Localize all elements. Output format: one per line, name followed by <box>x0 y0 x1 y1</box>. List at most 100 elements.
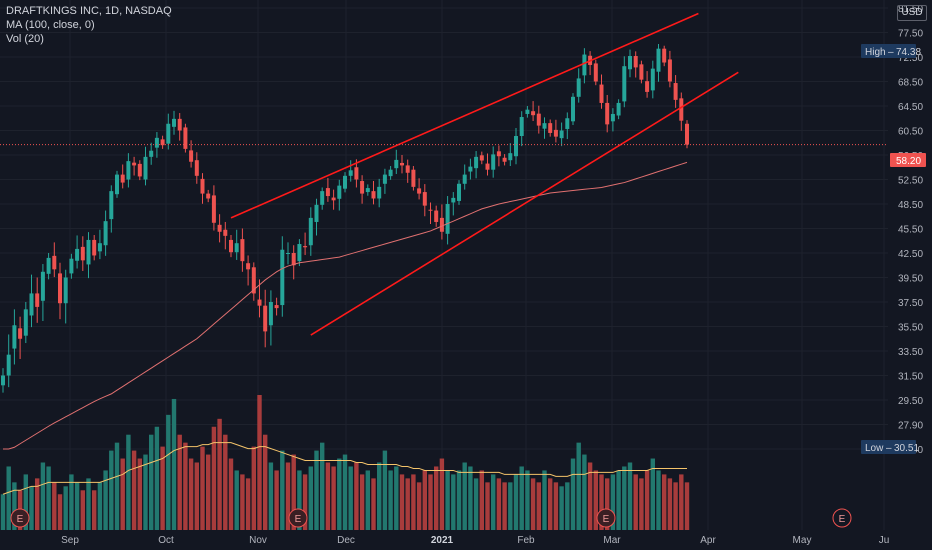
candle-body <box>240 239 245 262</box>
volume-bar <box>354 462 359 530</box>
candle-body <box>394 159 399 169</box>
earnings-marker[interactable]: E <box>832 508 852 528</box>
volume-bar <box>337 458 342 530</box>
volume-bar <box>69 474 74 530</box>
volume-bar <box>143 454 148 530</box>
candle-body <box>1 375 5 386</box>
volume-bar <box>240 474 245 530</box>
candle-body <box>268 302 273 326</box>
candle-body <box>457 183 461 201</box>
candle-body <box>280 249 285 306</box>
volume-bar <box>473 478 479 530</box>
volume-bar <box>35 478 40 530</box>
volume-bar <box>416 482 422 530</box>
candle-body <box>18 328 23 339</box>
candle-body <box>251 267 256 294</box>
candle-body <box>217 224 222 232</box>
volume-bar <box>394 466 399 530</box>
y-tick-label: 77.50 <box>898 29 923 40</box>
candle-body <box>582 54 587 76</box>
candle-body <box>400 162 404 166</box>
volume-bar <box>662 474 667 530</box>
ma-path <box>3 161 688 450</box>
volume-bar <box>587 462 593 530</box>
candle-body <box>371 191 376 199</box>
y-tick-label: 37.50 <box>898 298 923 309</box>
candle-body <box>514 136 518 157</box>
candle-body <box>491 154 496 170</box>
volume-bar <box>439 458 445 530</box>
earnings-marker[interactable]: E <box>10 508 30 528</box>
candle-body <box>143 156 148 180</box>
candle-body <box>496 151 501 157</box>
volume-bar <box>217 418 222 530</box>
volume-bar <box>445 470 450 530</box>
candle-body <box>172 118 176 127</box>
candle-body <box>274 305 279 309</box>
volume-bar <box>114 442 120 530</box>
candle-body <box>137 163 142 177</box>
candle-body <box>80 246 85 261</box>
volume-bar <box>325 462 331 530</box>
candle-body <box>485 163 490 170</box>
volume-bar <box>519 466 524 530</box>
y-tick-label: 39.50 <box>898 274 923 285</box>
candle-body <box>502 157 507 162</box>
volume-bar <box>263 434 268 530</box>
trend-channel <box>0 12 888 336</box>
last-price-badge: 58.20 <box>890 153 926 167</box>
candle-body <box>388 169 393 177</box>
volume-indicator-label[interactable]: Vol (20) <box>6 33 44 45</box>
volume-bar <box>627 462 633 530</box>
volume-bar <box>456 470 462 530</box>
volume-bar <box>565 482 570 530</box>
volume-bar <box>479 470 484 530</box>
candle-body <box>519 117 524 137</box>
symbol-title[interactable]: DRAFTKINGS INC, 1D, NASDAQ <box>6 5 172 17</box>
candle-body <box>531 111 536 116</box>
candle-body <box>360 181 365 194</box>
candle-body <box>605 102 610 125</box>
candle-body <box>154 137 159 148</box>
volume-bar <box>331 466 336 530</box>
earnings-marker[interactable]: E <box>288 508 308 528</box>
volume-bar <box>126 434 131 530</box>
volume-bar <box>103 470 108 530</box>
candle-body <box>331 197 336 201</box>
volume-bar <box>428 474 433 530</box>
earnings-marker[interactable]: E <box>596 508 616 528</box>
earnings-marker-label: E <box>839 514 846 525</box>
ma-indicator-label[interactable]: MA (100, close, 0) <box>6 19 95 31</box>
volume-bar <box>468 466 473 530</box>
candle-body <box>610 113 615 122</box>
candle-body <box>685 123 689 145</box>
currency-button[interactable]: USD <box>897 5 927 21</box>
candle-body <box>52 255 57 270</box>
volume-bar <box>679 474 684 530</box>
volume-bar <box>228 458 234 530</box>
candle-body <box>616 102 621 116</box>
low-value: 30.51 <box>894 443 919 454</box>
candle-body <box>468 166 473 172</box>
candle-body <box>462 174 467 184</box>
candle-body <box>166 123 171 144</box>
candle-body <box>439 217 444 232</box>
volume-bar <box>251 446 256 530</box>
volume-bar <box>576 442 581 530</box>
volume-bar <box>633 474 638 530</box>
candle-body <box>206 193 211 199</box>
x-tick-label: 2021 <box>431 535 454 546</box>
volume-bar <box>434 466 439 530</box>
candle-body <box>189 150 194 162</box>
volume-bar <box>234 470 239 530</box>
candle-body <box>354 167 359 180</box>
volume-bar <box>359 474 365 530</box>
volume-bar <box>508 482 513 530</box>
candle-body <box>633 56 638 68</box>
volume-bar <box>285 462 291 530</box>
volume-bar <box>485 482 490 530</box>
volume-bar <box>0 494 6 530</box>
y-tick-label: 64.50 <box>898 102 923 113</box>
